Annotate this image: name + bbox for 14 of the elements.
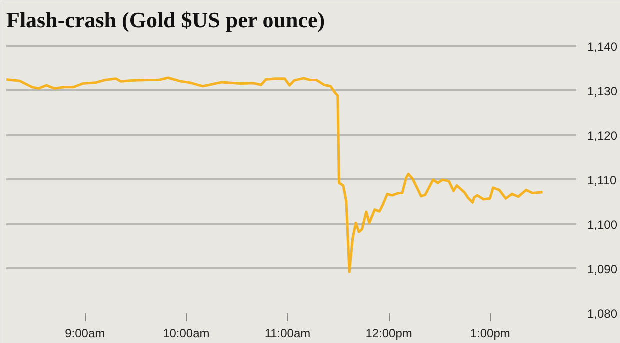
y-tick-label: 1,130 [588, 84, 618, 98]
x-tick-label: 11:00am [264, 326, 311, 340]
y-tick-label: 1,090 [588, 262, 618, 276]
line-series [6, 76, 544, 274]
y-tick-label: 1,140 [588, 40, 618, 54]
y-tick-label: 1,080 [588, 307, 618, 321]
y-tick-label: 1,120 [588, 128, 618, 143]
x-tick-label: 12:00pm [366, 326, 412, 340]
x-tick-label: 10:00am [163, 326, 210, 340]
x-tick-label: 9:00am [65, 326, 106, 340]
y-tick-label: 1,100 [588, 218, 618, 232]
x-tick-label: 1:00pm [470, 326, 510, 340]
y-tick-label: 1,110 [588, 173, 617, 188]
chart-title: Flash-crash (Gold $US per ounce) [6, 8, 326, 32]
